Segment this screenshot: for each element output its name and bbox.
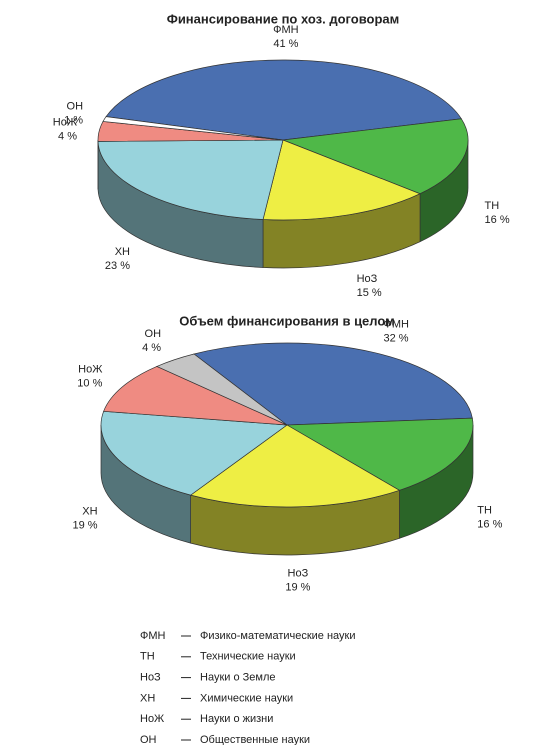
slice-label: ХН <box>115 246 130 258</box>
value-label: 32 % <box>384 332 409 344</box>
slice <box>155 353 288 426</box>
value-label: 19 % <box>73 519 98 531</box>
slice <box>105 59 462 141</box>
slice-label: НоЗ <box>357 273 378 285</box>
legend-abbr: ХН <box>140 692 155 704</box>
legend-name: Общественные науки <box>200 734 310 745</box>
legend-name: Химические науки <box>200 692 293 704</box>
legend-name: Физико-математические науки <box>200 630 356 642</box>
value-label: 15 % <box>357 287 382 299</box>
legend-name: Науки о Земле <box>200 672 276 684</box>
slice-label: ОН <box>67 101 84 113</box>
value-label: 4 % <box>58 131 77 143</box>
value-label: 16 % <box>477 518 502 530</box>
slice-label: НоЗ <box>288 567 309 579</box>
slice-label: ФМН <box>384 318 410 330</box>
slice-label: ФМН <box>273 24 299 36</box>
slice <box>97 139 284 220</box>
legend-abbr: ОН <box>140 734 157 745</box>
legend-abbr: НоЖ <box>140 713 164 725</box>
slice-label: ТН <box>485 200 500 212</box>
value-label: 23 % <box>105 260 130 272</box>
legend-abbr: ФМН <box>140 630 166 642</box>
legend-abbr: НоЗ <box>140 672 161 684</box>
slice <box>193 342 473 426</box>
slice <box>100 410 288 496</box>
value-label: 19 % <box>285 581 310 593</box>
slice-label: ОН <box>145 328 162 340</box>
legend-name: Технические науки <box>200 651 296 663</box>
value-label: 4 % <box>142 342 161 354</box>
slice <box>262 139 421 221</box>
slice-label: ТН <box>477 504 492 516</box>
value-label: 16 % <box>485 214 510 226</box>
chart-title: Объем финансирования в целом <box>179 313 395 328</box>
legend-name: Науки о жизни <box>200 713 273 725</box>
value-label: 10 % <box>77 378 102 390</box>
chart-title: Финансирование по хоз. договорам <box>167 11 400 26</box>
slice <box>189 424 401 508</box>
slice <box>282 118 469 195</box>
slice <box>102 116 284 141</box>
slice-label: НоЖ <box>78 364 102 376</box>
legend-abbr: ТН <box>140 651 155 663</box>
slice <box>103 366 288 426</box>
slice-label: НоЖ <box>53 117 77 129</box>
slice <box>285 417 474 491</box>
value-label: 1 % <box>64 115 83 127</box>
value-label: 41 % <box>273 38 298 50</box>
slice-label: ХН <box>82 505 97 517</box>
